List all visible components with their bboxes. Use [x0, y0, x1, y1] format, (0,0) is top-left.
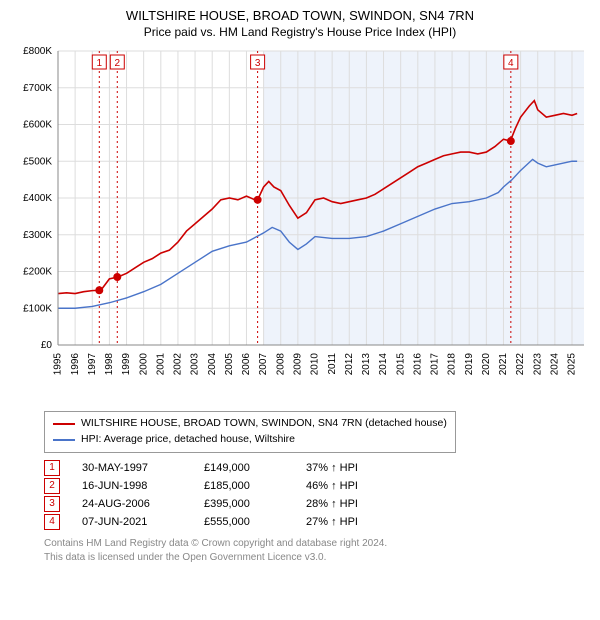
svg-text:£100K: £100K — [23, 303, 52, 314]
legend-label: HPI: Average price, detached house, Wilt… — [81, 432, 295, 448]
price-chart: £0 £100K £200K £300K £400K £500K £600K £700K £80… — [8, 45, 592, 405]
transaction-marker: 2 — [44, 478, 60, 494]
svg-text:2012: 2012 — [344, 353, 355, 376]
transaction-marker: 1 — [44, 460, 60, 476]
svg-text:2013: 2013 — [361, 353, 372, 376]
transaction-row: 2 16-JUN-1998 £185,000 46% ↑ HPI — [44, 477, 592, 495]
legend-swatch — [53, 439, 75, 441]
svg-text:2017: 2017 — [430, 353, 441, 376]
svg-text:2010: 2010 — [310, 353, 321, 376]
svg-text:£300K: £300K — [23, 230, 52, 241]
transaction-marker: 4 — [44, 514, 60, 530]
svg-text:1998: 1998 — [104, 353, 115, 376]
transaction-pct: 28% ↑ HPI — [306, 498, 406, 510]
svg-text:2023: 2023 — [532, 353, 543, 376]
svg-text:2005: 2005 — [224, 353, 235, 376]
svg-text:1: 1 — [97, 58, 103, 69]
chart-subtitle: Price paid vs. HM Land Registry's House … — [8, 25, 592, 39]
svg-text:1996: 1996 — [70, 353, 81, 376]
transaction-price: £185,000 — [204, 480, 284, 492]
transaction-price: £395,000 — [204, 498, 284, 510]
svg-text:2001: 2001 — [155, 353, 166, 376]
transaction-date: 16-JUN-1998 — [82, 480, 182, 492]
svg-text:2009: 2009 — [293, 353, 304, 376]
svg-text:2: 2 — [115, 58, 121, 69]
svg-text:2016: 2016 — [412, 353, 423, 376]
svg-text:2004: 2004 — [207, 353, 218, 376]
svg-text:2014: 2014 — [378, 353, 389, 376]
svg-text:2020: 2020 — [481, 353, 492, 376]
legend: WILTSHIRE HOUSE, BROAD TOWN, SWINDON, SN… — [44, 411, 456, 453]
transaction-row: 3 24-AUG-2006 £395,000 28% ↑ HPI — [44, 495, 592, 513]
footer-line-2: This data is licensed under the Open Gov… — [44, 551, 592, 565]
svg-text:£600K: £600K — [23, 120, 52, 131]
legend-swatch — [53, 423, 75, 425]
svg-text:2002: 2002 — [173, 353, 184, 376]
transaction-row: 4 07-JUN-2021 £555,000 27% ↑ HPI — [44, 513, 592, 531]
chart-title-block: WILTSHIRE HOUSE, BROAD TOWN, SWINDON, SN… — [8, 8, 592, 39]
transaction-price: £149,000 — [204, 462, 284, 474]
svg-text:2011: 2011 — [327, 353, 338, 375]
legend-row: WILTSHIRE HOUSE, BROAD TOWN, SWINDON, SN… — [53, 416, 447, 432]
svg-text:2007: 2007 — [258, 353, 269, 376]
svg-text:2019: 2019 — [464, 353, 475, 376]
svg-text:2003: 2003 — [190, 353, 201, 376]
transaction-marker: 3 — [44, 496, 60, 512]
svg-text:2021: 2021 — [498, 353, 509, 376]
transaction-date: 07-JUN-2021 — [82, 516, 182, 528]
svg-text:1995: 1995 — [53, 353, 64, 376]
svg-text:£0: £0 — [41, 340, 53, 351]
svg-text:£800K: £800K — [23, 46, 52, 57]
svg-text:2015: 2015 — [395, 353, 406, 376]
transaction-pct: 27% ↑ HPI — [306, 516, 406, 528]
svg-text:2024: 2024 — [550, 353, 561, 376]
legend-label: WILTSHIRE HOUSE, BROAD TOWN, SWINDON, SN… — [81, 416, 447, 432]
chart-title: WILTSHIRE HOUSE, BROAD TOWN, SWINDON, SN… — [8, 8, 592, 23]
svg-text:2008: 2008 — [275, 353, 286, 376]
transaction-pct: 46% ↑ HPI — [306, 480, 406, 492]
transaction-date: 24-AUG-2006 — [82, 498, 182, 510]
svg-text:£500K: £500K — [23, 156, 52, 167]
transaction-price: £555,000 — [204, 516, 284, 528]
transactions-table: 1 30-MAY-1997 £149,000 37% ↑ HPI 2 16-JUN-199… — [44, 459, 592, 531]
svg-text:2018: 2018 — [447, 353, 458, 376]
transaction-pct: 37% ↑ HPI — [306, 462, 406, 474]
svg-text:1997: 1997 — [87, 353, 98, 376]
transaction-row: 1 30-MAY-1997 £149,000 37% ↑ HPI — [44, 459, 592, 477]
transaction-date: 30-MAY-1997 — [82, 462, 182, 474]
svg-text:2022: 2022 — [515, 353, 526, 376]
svg-text:1999: 1999 — [121, 353, 132, 376]
svg-text:2006: 2006 — [241, 353, 252, 376]
svg-text:£200K: £200K — [23, 267, 52, 278]
footer-attribution: Contains HM Land Registry data © Crown c… — [44, 537, 592, 565]
svg-text:4: 4 — [508, 58, 514, 69]
svg-text:£700K: £700K — [23, 83, 52, 94]
svg-text:2000: 2000 — [138, 353, 149, 376]
svg-text:£400K: £400K — [23, 193, 52, 204]
svg-text:2025: 2025 — [567, 353, 578, 376]
footer-line-1: Contains HM Land Registry data © Crown c… — [44, 537, 592, 551]
chart-svg: £0 £100K £200K £300K £400K £500K £600K £700K £80… — [8, 45, 592, 405]
svg-text:3: 3 — [255, 58, 261, 69]
legend-row: HPI: Average price, detached house, Wilt… — [53, 432, 447, 448]
